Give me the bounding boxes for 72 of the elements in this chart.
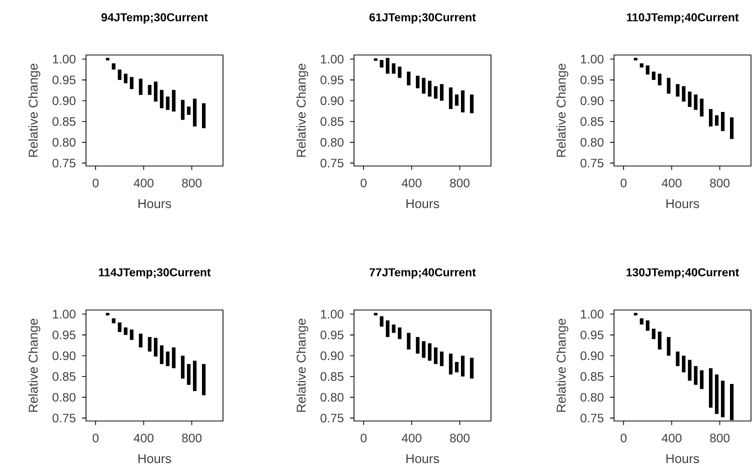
y-tick-label: 1.00: [53, 54, 76, 64]
y-tick-label: 0.90: [580, 351, 604, 360]
y-tick-label: 1.00: [581, 54, 604, 64]
chart-title: 61JTemp;30Current: [369, 13, 476, 24]
y-tick-label: 0.95: [52, 330, 76, 340]
x-tick-label: 0: [360, 434, 367, 442]
y-tick-label: 0.90: [320, 96, 344, 106]
x-tick-label: 800: [182, 178, 202, 188]
y-tick-label: 0.95: [320, 330, 344, 340]
x-axis-title: Hours: [406, 199, 440, 208]
x-tick-label: 800: [710, 434, 730, 442]
y-tick-label: 0.95: [580, 330, 604, 340]
chart-title: 130JTemp;40Current: [626, 268, 739, 279]
x-tick-label: 800: [450, 178, 470, 188]
y-tick-label: 0.80: [580, 392, 604, 402]
y-tick-label: 0.95: [52, 76, 76, 84]
x-tick-label: 0: [92, 178, 99, 188]
x-tick-label: 800: [182, 434, 202, 442]
x-tick-label: 400: [134, 434, 154, 442]
y-tick-label: 0.80: [320, 392, 344, 402]
x-tick-label: 400: [662, 434, 682, 442]
y-tick-label: 0.80: [320, 138, 344, 147]
x-axis-title: Hours: [666, 199, 700, 208]
y-tick-label: 0.85: [580, 117, 604, 126]
x-tick-label: 800: [450, 434, 470, 442]
chart-title: 94JTemp;30Current: [101, 13, 208, 24]
y-tick-label: 0.75: [320, 414, 344, 422]
y-tick-label: 1.00: [581, 310, 604, 318]
x-tick-label: 0: [92, 434, 99, 442]
chart-title: 110JTemp;40Current: [626, 13, 739, 24]
x-tick-label: 400: [134, 178, 154, 188]
x-axis-title: Hours: [138, 199, 172, 208]
y-tick-label: 0.90: [52, 351, 76, 360]
y-tick-label: 0.75: [580, 158, 604, 168]
x-axis-title: Hours: [138, 454, 172, 464]
y-tick-label: 0.85: [320, 372, 344, 381]
chart-title: 114JTemp;30Current: [98, 268, 211, 279]
x-tick-label: 0: [620, 178, 627, 188]
y-tick-label: 1.00: [321, 54, 344, 64]
y-tick-label: 0.75: [320, 158, 344, 168]
y-tick-label: 0.75: [52, 414, 76, 422]
x-tick-label: 800: [710, 178, 730, 188]
y-axis-title: Relative Change: [296, 318, 308, 412]
y-tick-label: 0.85: [52, 117, 76, 126]
y-tick-label: 0.95: [580, 76, 604, 84]
x-axis-title: Hours: [406, 454, 440, 464]
x-tick-label: 400: [662, 178, 682, 188]
y-tick-label: 1.00: [53, 310, 76, 318]
x-axis-title: Hours: [666, 454, 700, 464]
x-tick-label: 400: [402, 434, 422, 442]
y-tick-label: 0.90: [320, 351, 344, 360]
y-tick-label: 0.85: [580, 372, 604, 381]
chart-title: 77JTemp;40Current: [370, 268, 476, 279]
y-tick-label: 0.80: [580, 138, 604, 147]
y-axis-title: Relative Change: [556, 64, 568, 157]
y-tick-label: 0.90: [580, 96, 604, 106]
y-axis-title: Relative Change: [296, 64, 308, 157]
x-tick-label: 0: [360, 178, 367, 188]
x-tick-label: 400: [402, 178, 422, 188]
y-tick-label: 0.75: [580, 414, 604, 422]
y-axis-title: Relative Change: [28, 318, 40, 412]
y-tick-label: 0.75: [52, 158, 76, 168]
y-tick-label: 0.85: [52, 372, 76, 381]
y-axis-title: Relative Change: [28, 64, 40, 157]
y-axis-title: Relative Change: [556, 318, 568, 412]
y-tick-label: 0.90: [52, 96, 76, 106]
x-tick-label: 0: [620, 434, 627, 442]
y-tick-label: 0.85: [320, 117, 344, 126]
y-tick-label: 1.00: [321, 310, 344, 318]
y-tick-label: 0.80: [52, 392, 76, 402]
y-tick-label: 0.80: [52, 138, 76, 147]
y-tick-label: 0.95: [320, 76, 344, 84]
